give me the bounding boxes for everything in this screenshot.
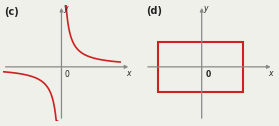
Text: y: y (204, 4, 208, 13)
Text: x: x (268, 69, 273, 78)
Text: 0: 0 (64, 70, 69, 79)
Text: x: x (126, 69, 131, 78)
Text: 0: 0 (206, 70, 211, 79)
Bar (158, 42, 243, 92)
Text: y: y (63, 4, 68, 13)
Text: (d): (d) (146, 6, 162, 16)
Text: (c): (c) (4, 7, 18, 17)
